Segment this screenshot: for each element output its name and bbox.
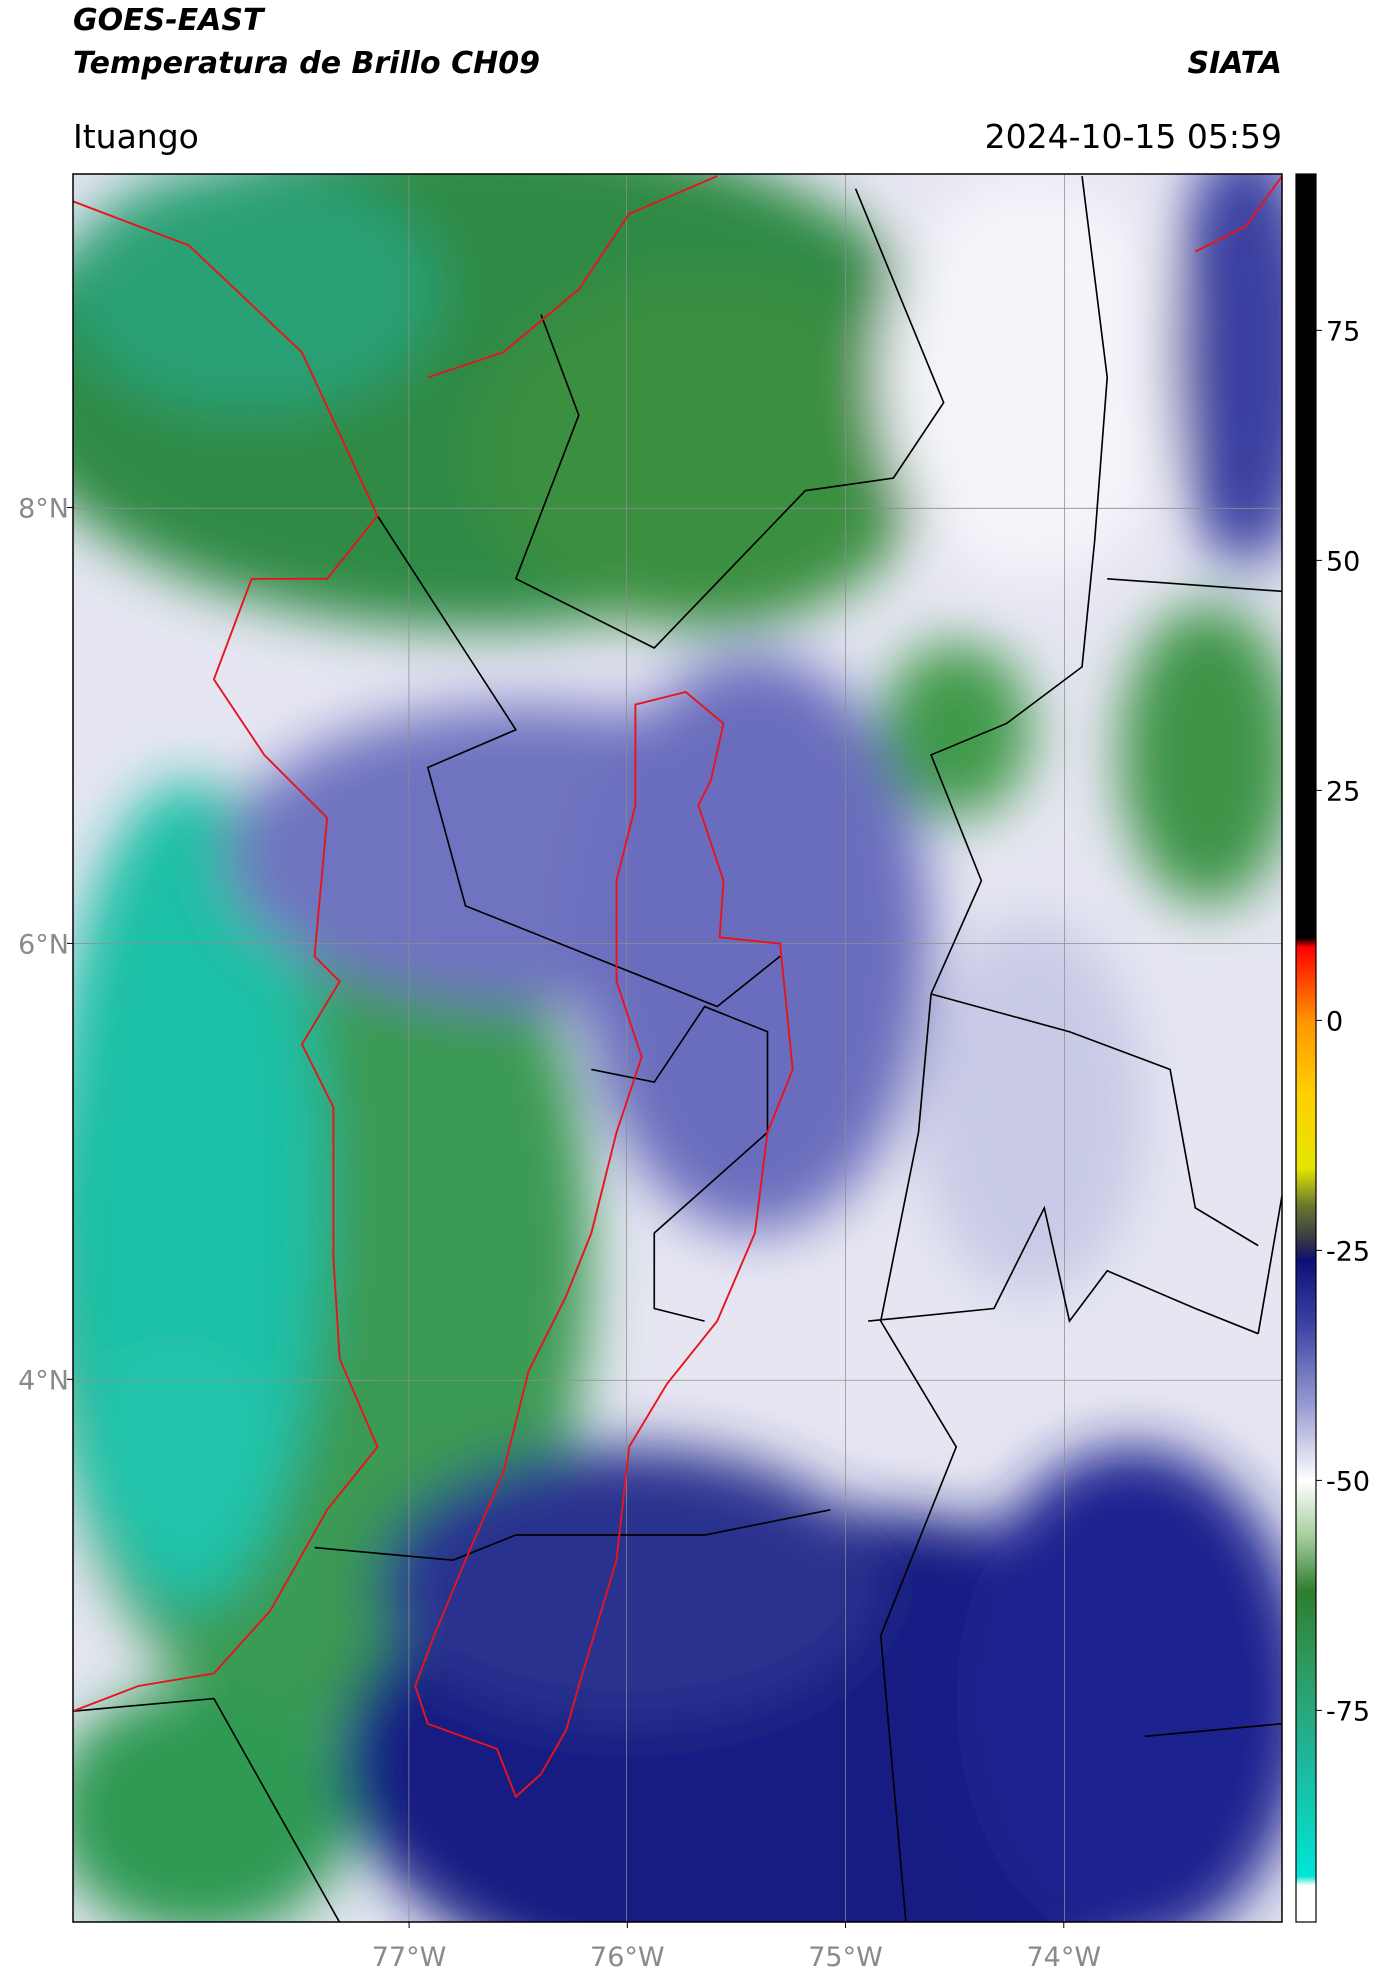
- colorbar-tick-label: 0: [1326, 1006, 1343, 1037]
- colorbar-segment: [1296, 1480, 1316, 1537]
- colorbar-segment: [1296, 1241, 1316, 1261]
- y-tick-label: 6°N: [18, 929, 69, 960]
- source: SIATA: [1188, 46, 1282, 81]
- colorbar-segment: [1296, 1167, 1316, 1205]
- colorbar-segment: [1296, 1324, 1316, 1408]
- colorbar-segment: [1296, 174, 1316, 939]
- colorbar-frame: [1295, 173, 1317, 1923]
- colorbar-segment: [1296, 1590, 1316, 1665]
- y-tick-label: 4°N: [18, 1365, 69, 1396]
- colorbar-segment: [1296, 1876, 1316, 1886]
- colorbar-segment: [1296, 1535, 1316, 1592]
- colorbar-segment: [1296, 1664, 1316, 1757]
- colorbar-tick-label: -75: [1326, 1696, 1370, 1727]
- colorbar-segment: [1296, 1756, 1316, 1877]
- colorbar-segment: [1296, 1885, 1316, 1923]
- x-tick-label: 77°W: [372, 1942, 447, 1973]
- x-tick-label: 74°W: [1026, 1942, 1101, 1973]
- colorbar-segment: [1296, 1259, 1316, 1325]
- colorbar-segment: [1296, 1094, 1316, 1169]
- colorbar-tick-label: -50: [1326, 1466, 1370, 1497]
- x-tick-label: 75°W: [808, 1942, 883, 1973]
- colorbar-tick-label: 50: [1326, 546, 1360, 577]
- colorbar-segment: [1296, 937, 1316, 948]
- colorbar-tick-label: 25: [1326, 776, 1360, 807]
- datetime: 2024-10-15 05:59: [985, 117, 1282, 156]
- colorbar-tick-label: 75: [1326, 316, 1360, 347]
- colorbar-segment: [1296, 1406, 1316, 1481]
- map-image: [72, 173, 1283, 1923]
- location: Ituango: [73, 117, 199, 156]
- x-tick-label: 76°W: [590, 1942, 665, 1973]
- colorbar-segment: [1296, 1020, 1316, 1095]
- map-frame: [72, 173, 1283, 1923]
- colorbar-segment: [1296, 946, 1316, 1021]
- title: GOES-EAST: [73, 3, 266, 38]
- colorbar-segment: [1296, 1204, 1316, 1242]
- colorbar-tick-label: -25: [1326, 1236, 1370, 1267]
- y-tick-label: 8°N: [18, 493, 69, 524]
- subtitle: Temperatura de Brillo CH09: [73, 46, 540, 81]
